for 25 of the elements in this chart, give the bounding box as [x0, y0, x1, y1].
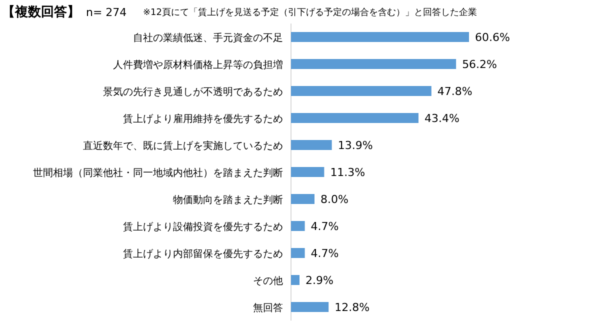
- category-label: その他: [253, 276, 283, 287]
- value-label: 8.0%: [320, 193, 348, 206]
- category-label: 自社の業績低迷、手元資金の不足: [133, 33, 283, 44]
- category-label: 直近数年で、既に賃上げを実施しているため: [83, 141, 283, 152]
- category-label: 世間相場（同業他社・同一地域内他社）を踏まえた判断: [33, 168, 283, 179]
- title: 【複数回答】: [2, 5, 80, 20]
- category-label: 賃上げより内部留保を優先するため: [123, 249, 283, 260]
- annotation: ※12頁にて「賃上げを見送る予定（引下げる予定の場合を含む）」と回答した企業: [143, 8, 477, 18]
- value-label: 13.9%: [338, 139, 373, 152]
- value-label: 56.2%: [462, 58, 498, 71]
- value-label: 43.4%: [424, 112, 460, 125]
- category-label: 景気の先行き見通しが不透明であるため: [103, 87, 283, 98]
- value-label: 2.9%: [306, 274, 334, 287]
- value-label: 11.3%: [330, 166, 366, 179]
- value-label: 4.7%: [310, 220, 339, 233]
- category-label: 物価動向を踏まえた判断: [173, 195, 283, 206]
- category-label: 人件費増や原材料価格上昇等の負担増: [113, 60, 283, 71]
- value-label: 47.8%: [437, 85, 472, 98]
- category-label: 賃上げより設備投資を優先するため: [123, 222, 283, 233]
- value-label: 60.6%: [475, 31, 510, 44]
- value-label: 4.7%: [310, 247, 339, 260]
- subtitle: n= 274: [86, 6, 127, 19]
- category-label: 無回答: [253, 303, 283, 314]
- category-label: 賃上げより雇用維持を優先するため: [123, 114, 283, 125]
- value-label: 12.8%: [334, 301, 370, 314]
